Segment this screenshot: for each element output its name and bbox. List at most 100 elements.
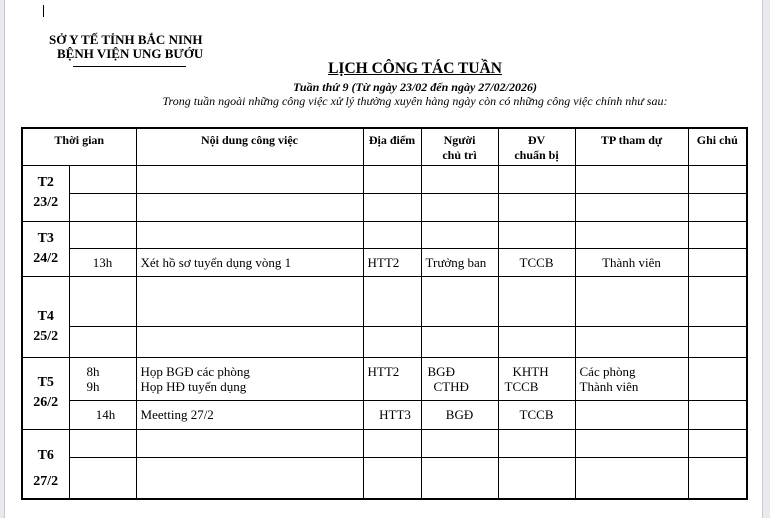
empty-cell: [420, 325, 499, 358]
empty-cell: [420, 192, 499, 222]
empty-cell: [420, 428, 499, 458]
day-label: T4: [37, 308, 54, 324]
day-cell: T6 27/2: [21, 428, 70, 500]
content-cell: Meetting 27/2: [135, 399, 364, 430]
empty-cell: [135, 456, 364, 500]
col-host: Người chủ trì: [420, 127, 499, 166]
empty-cell: [68, 456, 137, 500]
content-cell: Xét hồ sơ tuyển dụng vòng 1: [135, 247, 364, 277]
day-label: T2: [37, 175, 54, 190]
empty-cell: [574, 275, 689, 327]
empty-cell: [574, 164, 689, 194]
day-date: 24/2: [33, 250, 59, 266]
day-cell: T2 23/2: [21, 164, 70, 222]
col-note: Ghi chú: [687, 127, 748, 166]
content-cell: Họp BGĐ các phòng Họp HĐ tuyển dụng: [135, 356, 364, 401]
schedule-table: Thời gian Nội dung công việc Địa điểm Ng…: [21, 127, 749, 500]
day-label: T6: [37, 448, 54, 463]
empty-cell: [687, 275, 748, 327]
host-2: CTHĐ: [433, 378, 469, 394]
table-row: T5 26/2 8h 9h Họp BGĐ các phòng Họp HĐ tuyể…: [21, 356, 748, 430]
empty-cell: [497, 428, 576, 458]
empty-cell: [687, 428, 748, 458]
empty-cell: [574, 399, 689, 430]
day-cell: T3 24/2: [21, 220, 70, 277]
empty-cell: [68, 325, 137, 358]
col-host-l2: chủ trì: [442, 148, 477, 162]
empty-cell: [420, 456, 499, 500]
empty-cell: [420, 164, 499, 194]
empty-cell: [362, 428, 422, 458]
empty-cell: [574, 220, 689, 249]
empty-cell: [68, 428, 137, 458]
day-cell: T4 25/2: [21, 275, 70, 358]
content-2: Họp HĐ tuyển dụng: [140, 378, 247, 394]
empty-cell: [135, 275, 364, 327]
empty-cell: [574, 456, 689, 500]
time-cell: 14h: [68, 399, 137, 430]
attend-2: Thành viên: [579, 378, 639, 394]
day-label: T3: [37, 230, 54, 246]
empty-cell: [497, 164, 576, 194]
attend-cell: Thành viên: [574, 247, 689, 277]
host-1: BGĐ: [427, 363, 455, 379]
host-cell: BGĐ CTHĐ: [420, 356, 499, 401]
host-cell: Trưởng ban: [420, 247, 499, 277]
time-1: 8h: [86, 363, 100, 379]
empty-cell: [135, 325, 364, 358]
col-place: Địa điểm: [362, 127, 422, 166]
empty-cell: [362, 275, 422, 327]
prep-cell: KHTH TCCB: [497, 356, 576, 401]
place-cell: HTT2: [362, 247, 422, 277]
empty-cell: [574, 192, 689, 222]
page-title: LỊCH CÔNG TÁC TUẦN: [5, 60, 770, 78]
place-cell: HTT3: [362, 399, 422, 430]
prep-cell: TCCB: [497, 247, 576, 277]
empty-cell: [574, 428, 689, 458]
col-attend: TP tham dự: [574, 127, 689, 166]
empty-cell: [68, 192, 137, 222]
empty-cell: [497, 456, 576, 500]
empty-cell: [574, 325, 689, 358]
empty-cell: [687, 220, 748, 249]
day-date: 26/2: [33, 395, 59, 410]
empty-cell: [687, 356, 748, 401]
empty-cell: [497, 192, 576, 222]
empty-cell: [362, 456, 422, 500]
col-content: Nội dung công việc: [135, 127, 364, 166]
table-row: [22, 192, 748, 222]
empty-cell: [687, 164, 748, 194]
day-date: 23/2: [33, 195, 59, 210]
empty-cell: [687, 247, 748, 277]
col-prep: ĐV chuẩn bị: [497, 127, 576, 166]
header-row: Thời gian Nội dung công việc Địa điểm Ng…: [21, 127, 748, 166]
table-row: [22, 325, 748, 358]
empty-cell: [687, 399, 748, 430]
col-host-l1: Người: [443, 133, 476, 147]
empty-cell: [362, 220, 422, 249]
content-1: Họp BGĐ các phòng: [140, 363, 250, 379]
place-cell: HTT2: [362, 356, 422, 401]
empty-cell: [68, 275, 137, 327]
empty-cell: [68, 220, 137, 249]
time-cell: 13h: [68, 247, 137, 277]
table-row: [22, 456, 748, 500]
table-row: T3 24/2: [21, 220, 748, 277]
prep-cell: TCCB: [497, 399, 576, 430]
org-hospital: BỆNH VIỆN UNG BƯỚU: [57, 46, 204, 61]
empty-cell: [497, 220, 576, 249]
empty-cell: [362, 325, 422, 358]
time-cell: 8h 9h: [68, 356, 137, 401]
empty-cell: [135, 428, 364, 458]
empty-cell: [362, 192, 422, 222]
empty-cell: [135, 192, 364, 222]
empty-cell: [135, 220, 364, 249]
text-cursor: [43, 5, 44, 17]
table-row: T4 25/2: [21, 275, 748, 358]
table-row: T6 27/2: [21, 428, 748, 500]
empty-cell: [497, 275, 576, 327]
org-underline: [73, 66, 186, 67]
title-text: LỊCH CÔNG TÁC TUẦN: [328, 60, 502, 77]
table-row: 14h Meetting 27/2 HTT3 BGĐ TCCB: [22, 399, 748, 430]
empty-cell: [420, 220, 499, 249]
